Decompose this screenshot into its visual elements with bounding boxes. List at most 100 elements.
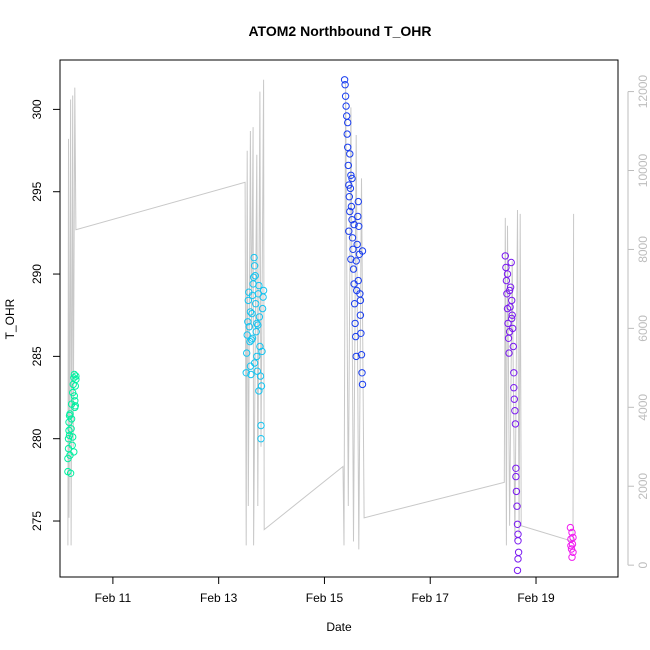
series-1 bbox=[64, 370, 80, 477]
data-point bbox=[356, 311, 365, 319]
data-point bbox=[503, 270, 512, 278]
data-point bbox=[569, 533, 577, 542]
data-point bbox=[508, 314, 516, 323]
data-point bbox=[507, 258, 515, 267]
data-point bbox=[358, 247, 367, 255]
secondary-series-line bbox=[67, 79, 575, 550]
data-point bbox=[569, 548, 577, 556]
data-point bbox=[72, 375, 80, 384]
data-point bbox=[64, 435, 73, 443]
data-point bbox=[243, 331, 251, 339]
data-point bbox=[358, 380, 367, 389]
data-point bbox=[505, 286, 514, 295]
data-point bbox=[67, 415, 76, 423]
x-tick-label: Feb 19 bbox=[517, 591, 555, 605]
data-point bbox=[258, 347, 266, 356]
secondary-y-tick-label: 12000 bbox=[636, 75, 650, 109]
data-point bbox=[71, 397, 79, 405]
data-point bbox=[349, 265, 358, 273]
secondary-line-layer bbox=[67, 79, 575, 550]
data-point bbox=[254, 321, 262, 329]
y-tick-label: 275 bbox=[30, 511, 44, 531]
data-point bbox=[354, 276, 362, 285]
x-tick-label: Feb 11 bbox=[95, 591, 132, 605]
data-point bbox=[256, 342, 264, 351]
data-point bbox=[259, 286, 268, 295]
data-point bbox=[350, 220, 358, 229]
data-point bbox=[508, 311, 516, 319]
data-point bbox=[242, 369, 250, 377]
data-point bbox=[568, 553, 576, 561]
data-point bbox=[252, 328, 260, 336]
data-point bbox=[348, 234, 357, 242]
data-point bbox=[348, 174, 356, 183]
data-point bbox=[257, 421, 265, 430]
x-tick-label: Feb 15 bbox=[306, 591, 344, 605]
data-point bbox=[352, 257, 360, 265]
data-point bbox=[255, 281, 263, 290]
data-point bbox=[505, 349, 513, 357]
data-point bbox=[341, 92, 350, 100]
series-3 bbox=[340, 76, 367, 389]
y-tick-label: 285 bbox=[30, 346, 44, 366]
data-point bbox=[347, 255, 355, 263]
data-point bbox=[65, 426, 73, 435]
data-point bbox=[346, 150, 354, 158]
data-point bbox=[504, 319, 512, 328]
data-point bbox=[514, 530, 522, 538]
data-point bbox=[512, 472, 520, 481]
data-point bbox=[510, 384, 518, 392]
data-point bbox=[513, 520, 522, 528]
secondary-y-tick-label: 10000 bbox=[636, 153, 650, 187]
data-point bbox=[347, 202, 356, 211]
data-point bbox=[250, 262, 259, 270]
data-point bbox=[247, 336, 256, 344]
points-layer bbox=[64, 76, 577, 575]
data-point bbox=[513, 566, 522, 575]
data-point bbox=[567, 542, 575, 550]
data-point bbox=[244, 318, 252, 326]
data-point bbox=[506, 283, 515, 291]
secondary-y-tick-label: 0 bbox=[636, 562, 650, 569]
data-point bbox=[501, 252, 509, 260]
data-point bbox=[351, 319, 359, 328]
data-point bbox=[348, 216, 356, 224]
data-point bbox=[502, 276, 511, 285]
data-point bbox=[250, 359, 259, 367]
secondary-y-tick-label: 4000 bbox=[636, 394, 650, 421]
data-point bbox=[512, 487, 521, 496]
secondary-y-axis: 0 2000 4000 6000 8000 10000 12000 bbox=[627, 75, 650, 569]
data-point bbox=[514, 537, 522, 545]
data-point bbox=[510, 395, 518, 403]
data-point bbox=[344, 161, 352, 170]
series-2 bbox=[242, 253, 268, 443]
secondary-y-tick-label: 6000 bbox=[636, 315, 650, 342]
data-point bbox=[250, 253, 258, 262]
data-point bbox=[354, 212, 362, 221]
data-point bbox=[346, 207, 354, 216]
data-point bbox=[255, 387, 263, 395]
data-point bbox=[345, 193, 353, 201]
x-tick-label: Feb 13 bbox=[200, 591, 238, 605]
data-point bbox=[344, 118, 352, 127]
data-point bbox=[71, 402, 80, 410]
data-point bbox=[352, 352, 360, 361]
data-point bbox=[69, 433, 77, 441]
x-axis: Feb 11 Feb 13 Feb 15 Feb 17 Feb 19 bbox=[95, 576, 555, 605]
data-point bbox=[248, 309, 256, 318]
data-point bbox=[567, 545, 576, 553]
data-point bbox=[344, 143, 352, 152]
data-point bbox=[343, 112, 351, 120]
data-point bbox=[352, 332, 360, 341]
data-point bbox=[343, 130, 351, 138]
plot-frame bbox=[59, 59, 619, 578]
data-point bbox=[66, 469, 75, 477]
data-point bbox=[509, 324, 517, 333]
y-axis: 275 280 285 290 295 300 bbox=[30, 99, 61, 531]
data-point bbox=[354, 197, 362, 206]
data-point bbox=[245, 323, 254, 331]
data-point bbox=[246, 308, 255, 316]
data-point bbox=[243, 349, 251, 357]
series-5 bbox=[566, 523, 577, 561]
